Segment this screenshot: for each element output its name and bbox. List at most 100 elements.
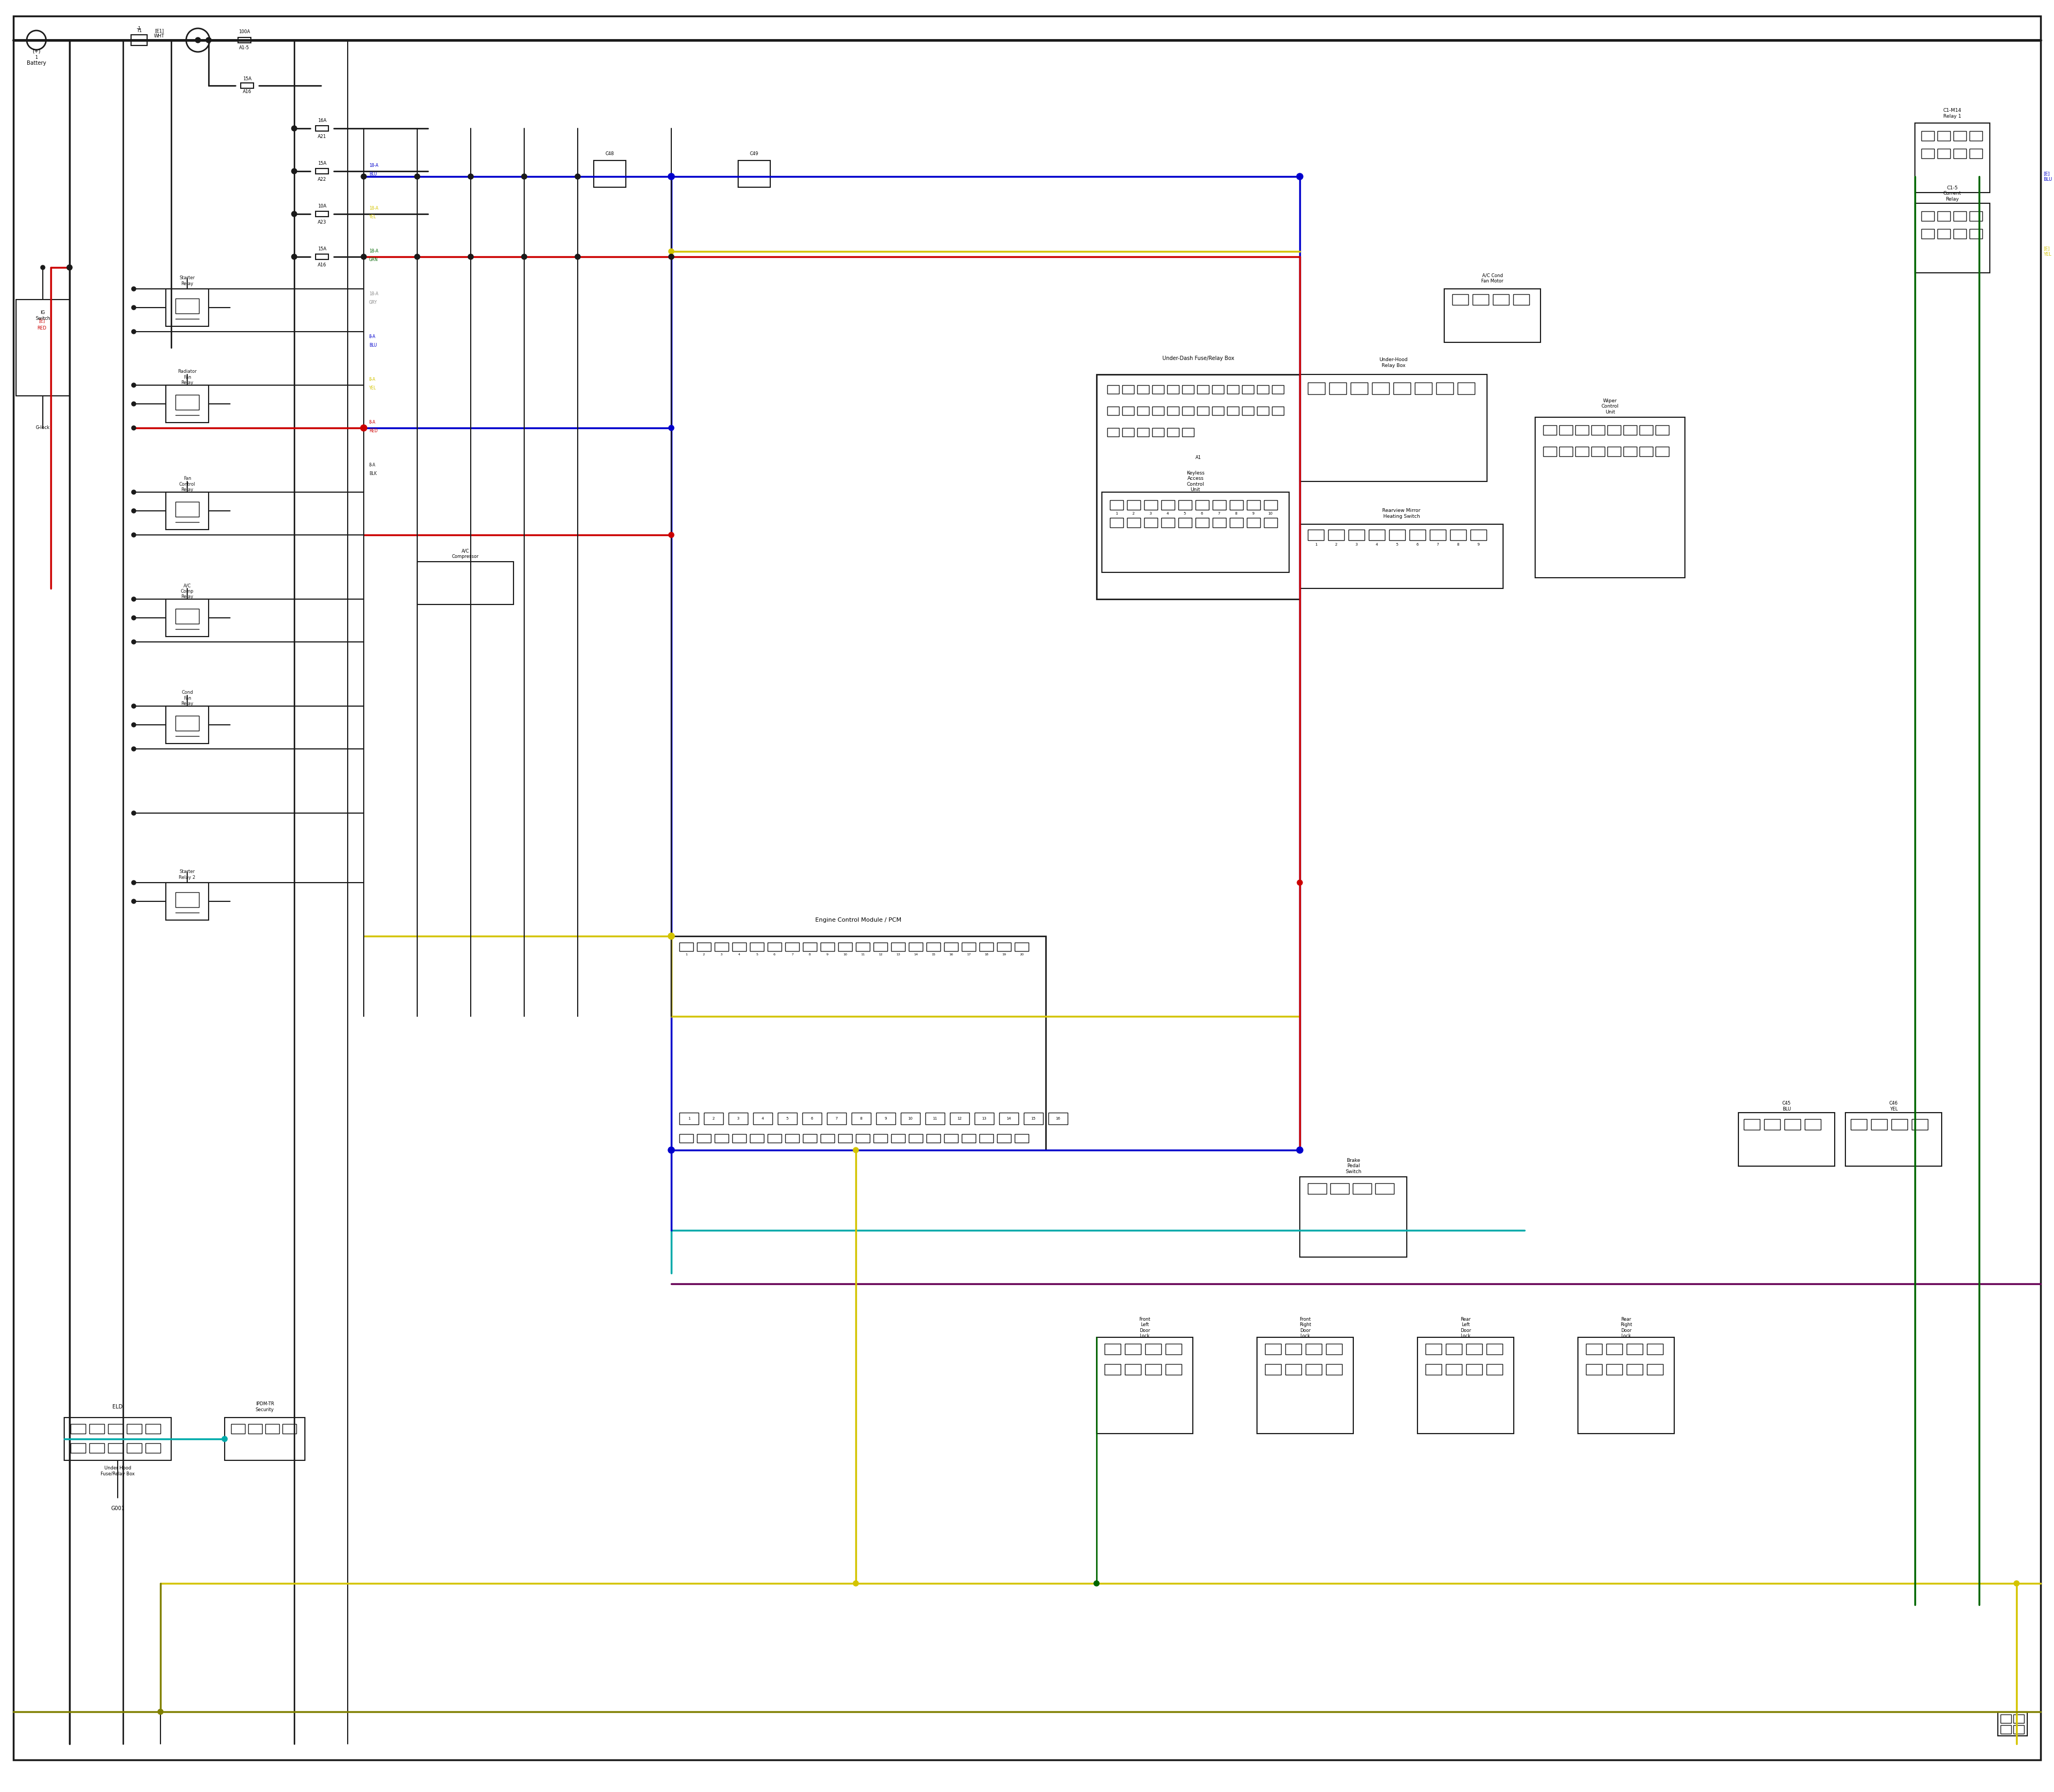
Bar xyxy=(1444,289,1540,342)
Bar xyxy=(1586,1364,1602,1374)
Bar xyxy=(175,297,199,314)
Bar xyxy=(949,1113,969,1124)
Bar xyxy=(1015,1134,1029,1143)
Bar xyxy=(1623,425,1637,435)
Bar xyxy=(283,1425,296,1434)
Bar xyxy=(1577,1337,1674,1434)
Text: 11: 11 xyxy=(861,953,865,957)
Circle shape xyxy=(668,934,674,939)
Bar xyxy=(1639,425,1653,435)
Bar xyxy=(1152,428,1165,437)
Bar xyxy=(1920,229,1935,238)
Bar xyxy=(1937,149,1949,158)
Circle shape xyxy=(1298,880,1302,885)
Text: 9: 9 xyxy=(826,953,828,957)
Bar xyxy=(1183,407,1193,416)
Bar xyxy=(127,1425,142,1434)
Bar xyxy=(249,1425,263,1434)
Bar xyxy=(1243,407,1253,416)
Bar xyxy=(1257,1337,1354,1434)
Circle shape xyxy=(415,174,419,179)
Bar xyxy=(1920,149,1935,158)
Bar xyxy=(1230,518,1243,527)
Bar xyxy=(1627,1364,1643,1374)
Bar xyxy=(1376,1183,1395,1193)
Circle shape xyxy=(41,265,45,269)
Text: G-lock: G-lock xyxy=(35,425,49,430)
Circle shape xyxy=(362,254,366,260)
Text: 6: 6 xyxy=(1417,543,1419,547)
Circle shape xyxy=(362,425,366,430)
Text: 8: 8 xyxy=(1456,543,1458,547)
Bar xyxy=(857,1134,869,1143)
Bar xyxy=(1097,375,1300,599)
Bar xyxy=(127,1443,142,1453)
Text: 1: 1 xyxy=(35,56,37,61)
Text: Rear
Right
Door
Lock: Rear Right Door Lock xyxy=(1621,1317,1633,1339)
Bar xyxy=(316,211,329,217)
Bar xyxy=(980,943,994,952)
Bar xyxy=(1393,382,1411,394)
Text: 18: 18 xyxy=(984,953,988,957)
Text: A16: A16 xyxy=(242,90,251,95)
Bar xyxy=(908,1134,922,1143)
Bar xyxy=(1329,382,1345,394)
Text: A16: A16 xyxy=(318,262,327,267)
Circle shape xyxy=(131,305,136,310)
Text: Rearview Mirror
Heating Switch: Rearview Mirror Heating Switch xyxy=(1382,509,1421,518)
Circle shape xyxy=(158,1710,162,1715)
Bar xyxy=(768,1134,781,1143)
Text: 16: 16 xyxy=(949,953,953,957)
Bar xyxy=(768,943,781,952)
Bar xyxy=(1121,428,1134,437)
Bar xyxy=(1606,1364,1623,1374)
Bar xyxy=(891,1134,906,1143)
Bar xyxy=(1226,385,1239,394)
Circle shape xyxy=(292,125,298,131)
Bar xyxy=(945,943,957,952)
Bar xyxy=(1586,1344,1602,1355)
Bar xyxy=(175,502,199,516)
Text: (+): (+) xyxy=(33,48,41,54)
Bar xyxy=(109,1443,123,1453)
Bar xyxy=(996,943,1011,952)
Bar xyxy=(1368,530,1384,539)
Bar xyxy=(926,943,941,952)
Bar xyxy=(1230,500,1243,509)
Bar xyxy=(1608,446,1621,457)
Bar xyxy=(1105,1344,1121,1355)
Text: C48: C48 xyxy=(606,152,614,156)
Bar xyxy=(1195,518,1210,527)
Bar xyxy=(1764,1118,1781,1129)
Circle shape xyxy=(292,168,298,174)
Bar xyxy=(1197,407,1210,416)
Bar xyxy=(1271,385,1284,394)
Bar xyxy=(680,1113,698,1124)
Bar xyxy=(16,299,70,396)
Bar xyxy=(1048,1113,1068,1124)
Text: C46
YEL: C46 YEL xyxy=(1890,1100,1898,1111)
Bar xyxy=(1937,229,1949,238)
Bar xyxy=(1300,375,1487,482)
Text: 6: 6 xyxy=(811,1116,813,1120)
Bar xyxy=(1183,385,1193,394)
Bar xyxy=(1446,1364,1462,1374)
Bar xyxy=(696,1134,711,1143)
Bar xyxy=(1263,518,1278,527)
Bar xyxy=(1128,518,1140,527)
Bar xyxy=(998,1113,1019,1124)
Bar xyxy=(131,34,148,45)
Bar xyxy=(1844,1113,1941,1167)
Bar xyxy=(1308,1183,1327,1193)
Circle shape xyxy=(68,265,72,271)
Circle shape xyxy=(195,38,201,43)
Text: 15: 15 xyxy=(1031,1116,1035,1120)
Circle shape xyxy=(468,174,472,179)
Bar xyxy=(1179,500,1191,509)
Bar xyxy=(1534,418,1684,577)
Text: 7: 7 xyxy=(836,1116,838,1120)
Bar xyxy=(2001,1715,2011,1722)
Text: 5: 5 xyxy=(1183,513,1185,514)
Text: 14: 14 xyxy=(1006,1116,1011,1120)
Bar xyxy=(803,1134,817,1143)
